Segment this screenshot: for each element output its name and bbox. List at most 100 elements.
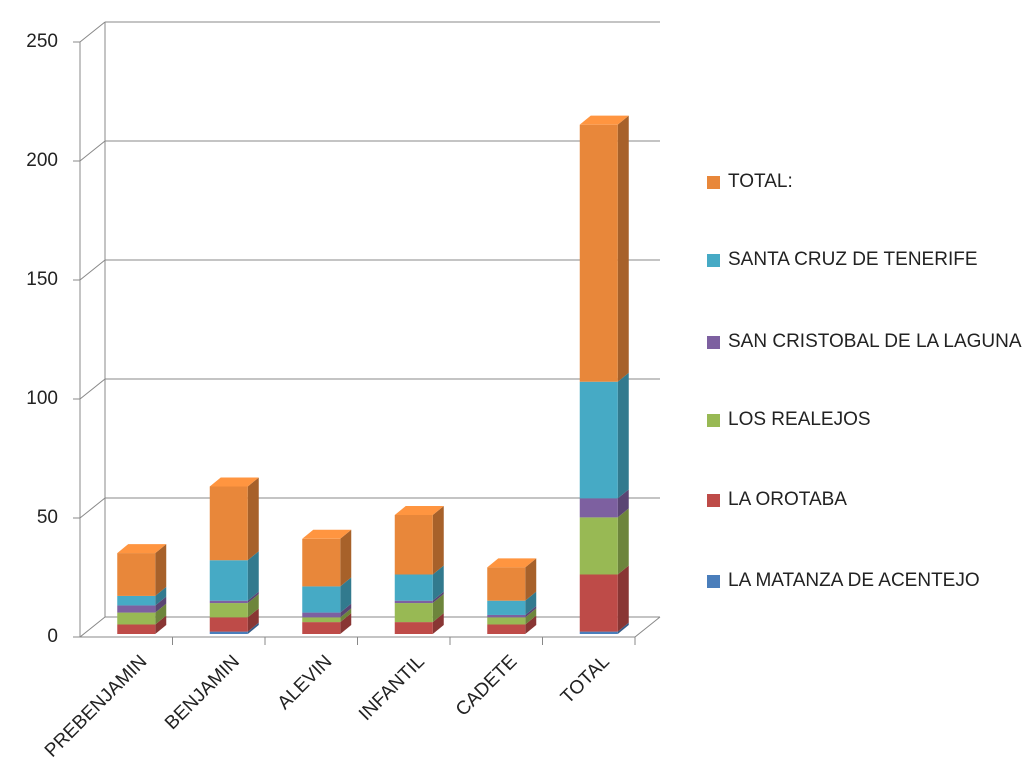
bar <box>302 617 341 623</box>
bar <box>117 553 156 596</box>
grid-line <box>79 616 106 638</box>
bar-top <box>394 506 444 515</box>
bar-side <box>617 115 629 382</box>
bar-side <box>525 608 537 625</box>
y-tick-label: 0 <box>47 626 58 647</box>
bar-side <box>340 613 352 634</box>
bar-side <box>432 594 444 623</box>
bar <box>579 631 618 634</box>
bar <box>579 498 618 518</box>
bar-top <box>487 558 537 568</box>
legend-label: LOS REALEJOS <box>728 409 871 430</box>
bar-side <box>340 603 352 618</box>
y-tick-label: 150 <box>26 269 58 290</box>
bar-side <box>247 608 259 632</box>
bar <box>394 515 433 575</box>
legend-label: SANTA CRUZ DE TENERIFE <box>728 249 978 270</box>
bar <box>487 614 526 618</box>
bar <box>209 617 248 632</box>
bar <box>209 560 248 601</box>
bar-side <box>617 508 629 575</box>
bar <box>302 612 341 618</box>
bar <box>302 586 341 613</box>
y-tick-label: 50 <box>37 507 58 528</box>
bar <box>487 567 526 601</box>
grid-line <box>79 259 106 281</box>
bar-top <box>117 544 167 554</box>
grid-line <box>79 497 106 519</box>
y-tick-label: 250 <box>26 31 58 52</box>
legend-swatch <box>707 254 720 267</box>
bar-side <box>525 591 537 615</box>
bar <box>117 605 156 613</box>
bar-side <box>155 586 167 606</box>
bar <box>579 381 618 499</box>
legend-label: LA OROTABA <box>728 489 847 510</box>
bar <box>487 624 526 634</box>
bar-top <box>209 477 259 487</box>
bar <box>394 574 433 601</box>
bar-side <box>432 591 444 604</box>
x-tick-label: TOTAL <box>557 651 614 708</box>
bar <box>487 600 526 615</box>
bar <box>209 631 248 634</box>
x-tick-label: INFANTIL <box>355 651 429 725</box>
y-tick-label: 100 <box>26 388 58 409</box>
bar <box>394 603 433 623</box>
y-tick-label: 200 <box>26 150 58 171</box>
bar-side <box>617 489 629 518</box>
bar <box>394 622 433 634</box>
bar-top <box>302 529 352 539</box>
bar-side <box>617 372 629 499</box>
x-tick-label: ALEVIN <box>274 651 337 714</box>
bar-side <box>155 603 167 625</box>
legend-swatch <box>707 414 720 427</box>
legend-swatch <box>707 336 720 349</box>
bar <box>117 595 156 606</box>
grid-line <box>79 378 106 400</box>
bar-side <box>432 565 444 601</box>
bar-side <box>525 605 537 618</box>
bar <box>579 124 618 382</box>
bar <box>209 486 248 561</box>
bar-side <box>617 565 629 632</box>
legend-label: LA MATANZA DE ACENTEJO <box>728 570 980 591</box>
x-tick-label: PREBENJAMIN <box>41 651 151 761</box>
bar-side <box>247 551 259 601</box>
legend-label: TOTAL: <box>728 171 793 192</box>
bar-side <box>340 529 352 587</box>
bar-side <box>155 615 167 634</box>
bar-side <box>247 477 259 561</box>
bar-side <box>155 544 167 596</box>
bar-side <box>340 577 352 613</box>
bar-side <box>432 506 444 575</box>
bar <box>302 622 341 634</box>
grid-line <box>79 21 106 43</box>
legend-swatch <box>707 176 720 189</box>
bar-side <box>247 622 259 634</box>
bar <box>209 600 248 604</box>
bar-side <box>340 608 352 623</box>
bar <box>117 624 156 634</box>
bar <box>209 603 248 618</box>
bar-side <box>155 596 167 613</box>
x-tick-label: CADETE <box>452 651 521 720</box>
legend-label: SAN CRISTOBAL DE LA LAGUNA <box>728 331 1022 352</box>
bar <box>579 574 618 632</box>
legend-swatch <box>707 494 720 507</box>
bar-top <box>579 115 629 125</box>
bar-side <box>525 558 537 601</box>
bar-side <box>617 622 629 634</box>
floor-edge <box>634 616 661 638</box>
bar-side <box>247 594 259 618</box>
bar <box>394 600 433 604</box>
bar-side <box>432 613 444 634</box>
bar <box>487 617 526 625</box>
bar-side <box>525 615 537 634</box>
legend-swatch <box>707 575 720 588</box>
bar <box>302 538 341 587</box>
bar <box>117 612 156 625</box>
x-tick-label: BENJAMIN <box>161 651 244 734</box>
